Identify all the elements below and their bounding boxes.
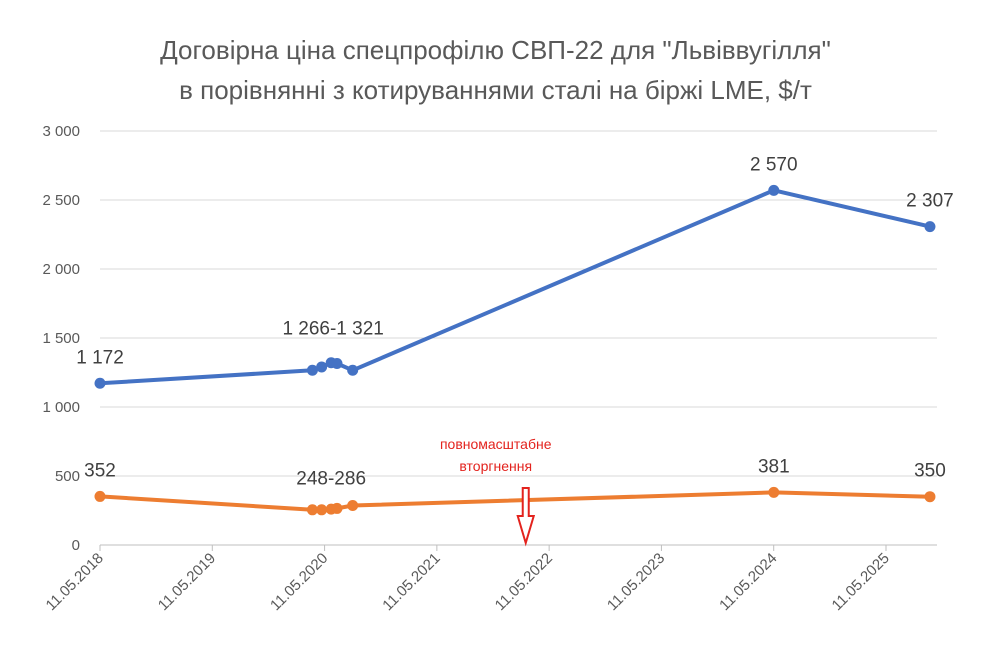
series-1-point bbox=[331, 358, 343, 370]
series-2-point bbox=[331, 502, 343, 514]
series-1-point bbox=[316, 361, 328, 373]
series-2-point bbox=[347, 500, 359, 512]
series-line-2 bbox=[98, 490, 932, 512]
data-label: 350 bbox=[914, 461, 946, 482]
data-labels: 1 172 1 266-1 321 2 570 2 307 352 248-286 381 3… bbox=[76, 154, 954, 489]
series-1-point bbox=[306, 364, 318, 376]
x-tick-label: 11.05.2021 bbox=[379, 550, 443, 614]
series-line-1 bbox=[98, 188, 932, 386]
series-1-point bbox=[94, 377, 106, 389]
x-tick-label: 11.05.2020 bbox=[267, 550, 331, 614]
x-tick-label: 11.05.2023 bbox=[604, 550, 668, 614]
invasion-annotation: повномасштабне вторгнення bbox=[440, 436, 552, 547]
series-2-point bbox=[94, 490, 106, 502]
y-tick-label: 1 500 bbox=[42, 330, 80, 347]
series-1-point bbox=[768, 184, 780, 196]
x-tick-label: 11.05.2024 bbox=[716, 550, 780, 614]
data-label: 2 570 bbox=[750, 154, 798, 175]
y-tick-label: 2 000 bbox=[42, 261, 80, 278]
annotation-text-line-2: вторгнення bbox=[459, 458, 532, 474]
data-label: 1 266-1 321 bbox=[282, 319, 383, 340]
chart-title-line-1: Договірна ціна спецпрофілю СВП-22 для "Л… bbox=[160, 35, 831, 65]
y-axis-ticks: 0 500 1 000 1 500 2 000 2 500 3 000 bbox=[42, 123, 80, 554]
y-tick-label: 0 bbox=[72, 537, 80, 554]
grid-lines bbox=[100, 130, 937, 477]
series-2-point bbox=[316, 504, 328, 516]
x-tick-label: 11.05.2019 bbox=[155, 550, 219, 614]
series-1-point bbox=[924, 221, 936, 233]
data-label: 2 307 bbox=[906, 191, 954, 212]
data-label: 381 bbox=[758, 456, 790, 477]
series-2-point bbox=[924, 491, 936, 503]
x-tick-label: 11.05.2018 bbox=[43, 550, 107, 614]
series-group bbox=[94, 184, 936, 516]
down-arrow-icon bbox=[516, 487, 536, 547]
data-label: 352 bbox=[84, 460, 116, 481]
chart-title: Договірна ціна спецпрофілю СВП-22 для "Л… bbox=[0, 30, 991, 110]
y-tick-label: 1 000 bbox=[42, 399, 80, 416]
x-tick-label: 11.05.2025 bbox=[829, 550, 893, 614]
y-tick-label: 2 500 bbox=[42, 192, 80, 209]
series-2-point bbox=[768, 486, 780, 498]
annotation-text-line-1: повномасштабне bbox=[440, 436, 552, 452]
series-2-point bbox=[306, 504, 318, 516]
y-tick-label: 3 000 bbox=[42, 123, 80, 140]
x-tick-label: 11.05.2022 bbox=[492, 550, 556, 614]
y-tick-label: 500 bbox=[55, 468, 80, 485]
data-label: 248-286 bbox=[296, 469, 366, 490]
data-label: 1 172 bbox=[76, 347, 124, 368]
x-axis: 11.05.2018 11.05.2019 11.05.2020 11.05.2021… bbox=[43, 544, 937, 614]
series-1-point bbox=[347, 364, 359, 376]
chart-title-line-2: в порівнянні з котируваннями сталі на бі… bbox=[179, 75, 812, 105]
